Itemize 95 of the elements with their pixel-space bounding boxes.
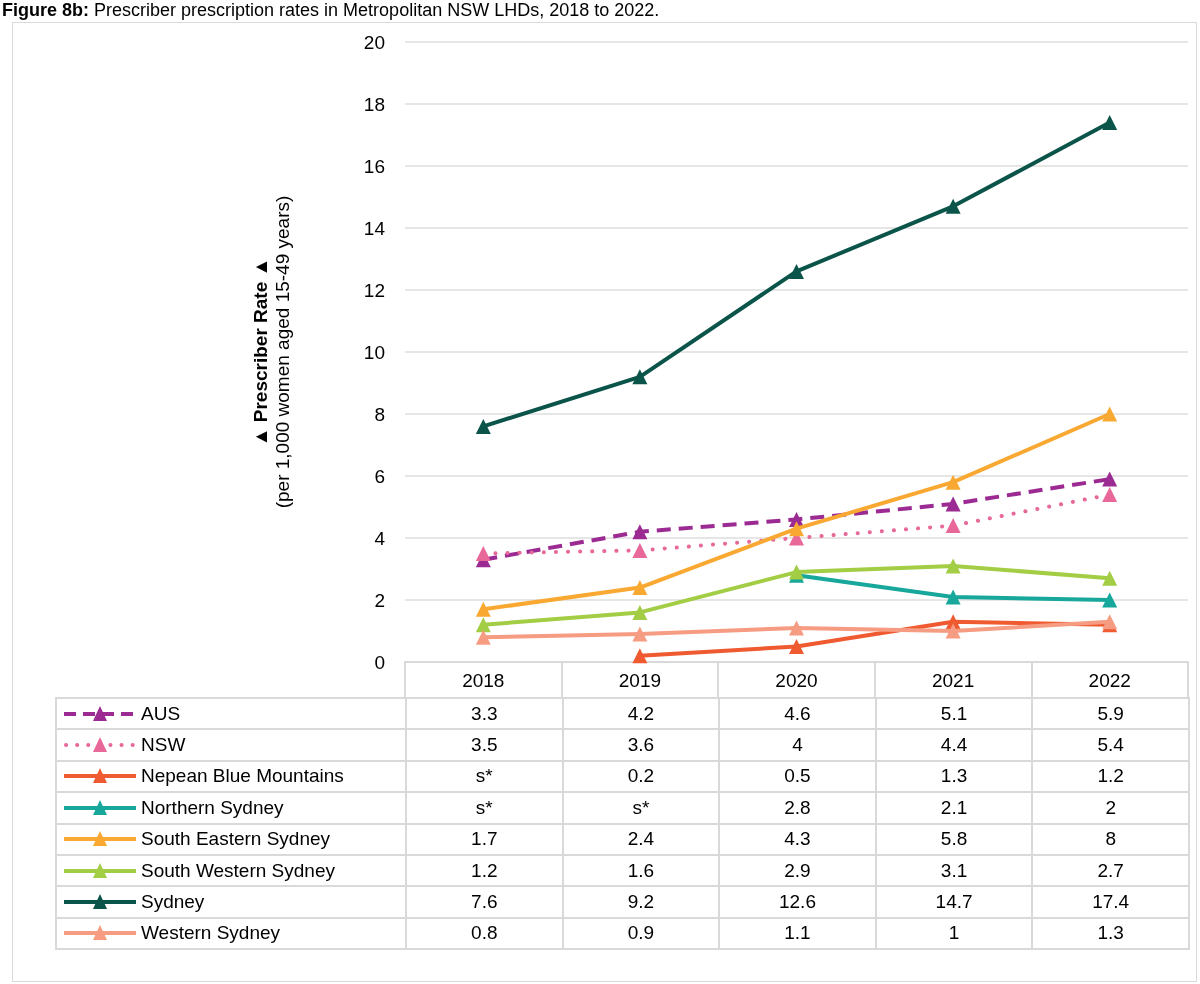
x-tick-label: 2018: [462, 670, 505, 691]
point: [789, 521, 804, 537]
data-label: 1: [875, 917, 1033, 950]
point: [945, 496, 961, 512]
point: [632, 580, 648, 596]
point: [632, 626, 648, 642]
data-label: 0.8: [406, 917, 563, 950]
data-label: 3.3: [406, 698, 563, 730]
point: [789, 639, 804, 654]
legend-label: Western Sydney: [141, 922, 281, 944]
x-tick-label: 2019: [618, 670, 662, 691]
point: [632, 604, 648, 620]
y-tick-label: 8: [374, 403, 385, 425]
data-label: 5.4: [1032, 729, 1189, 761]
data-label: 1.6: [562, 854, 720, 887]
y-tick-label: 18: [363, 93, 385, 115]
y-tick-label: 14: [363, 217, 386, 239]
data-label: 4.2: [562, 698, 720, 730]
data-label: 3.6: [562, 729, 720, 761]
data-label: 2.7: [1032, 854, 1189, 887]
legend-label: Nepean Blue Mountains: [141, 765, 344, 787]
point: [945, 589, 961, 605]
point: [475, 601, 491, 617]
data-label: 0.9: [562, 917, 720, 950]
point: [632, 542, 648, 558]
text: s*: [632, 796, 650, 818]
legend-label: AUS: [141, 702, 181, 724]
data-label: 4.3: [719, 823, 876, 855]
point: [945, 518, 961, 534]
legend-label: South Western Sydney: [141, 859, 335, 881]
point: [789, 620, 804, 636]
legend-label: Sydney: [141, 891, 205, 913]
y-tick-label: 10: [363, 341, 385, 363]
data-label: 1.2: [406, 854, 563, 887]
data-label: 1.3: [1032, 917, 1189, 950]
data-label: 1.1: [719, 917, 876, 950]
data-label: 5.1: [875, 698, 1033, 730]
x-tick-label: 2022: [1088, 670, 1131, 691]
point: [475, 418, 491, 434]
data-label: 0.2: [562, 760, 720, 793]
y-tick-label: 16: [363, 155, 385, 177]
point: [945, 623, 961, 639]
y-tick-label: 6: [374, 465, 385, 487]
data-label: 1.7: [406, 823, 563, 855]
point: [632, 369, 648, 385]
x-tick-label: 2020: [775, 670, 818, 691]
point: [1102, 592, 1118, 608]
point: [1102, 471, 1118, 487]
data-label: 0.5: [719, 760, 876, 793]
legend-label: Northern Sydney: [141, 796, 284, 818]
y-axis-title: ▲ Prescriber Rate ▲ (per 1,000 women aged 15-49 years): [249, 195, 293, 509]
data-label: 8: [1032, 823, 1189, 855]
point: [632, 648, 648, 664]
point: [945, 558, 961, 574]
data-label: 9.2: [562, 886, 720, 918]
y-tick-label: 4: [374, 527, 386, 549]
legend-label: NSW: [141, 734, 186, 756]
data-label: 17.4: [1032, 886, 1189, 918]
point: [1102, 115, 1118, 131]
data-label: 4.6: [719, 698, 876, 730]
data-label: 12.6: [719, 886, 876, 918]
point: [1102, 406, 1118, 422]
data-label: 2.8: [719, 792, 876, 824]
y-tick-label: 2: [374, 589, 385, 611]
y-tick-label: 20: [363, 31, 385, 53]
data-label: 5.8: [875, 823, 1033, 855]
data-label: 7.6: [406, 886, 563, 918]
point: [945, 474, 961, 490]
data-label: 3.1: [875, 854, 1033, 887]
point: [945, 198, 961, 214]
point: [789, 263, 804, 279]
text: s*: [475, 765, 493, 787]
legend-label: South Eastern Sydney: [141, 828, 331, 850]
point: [1102, 487, 1118, 503]
point: [475, 617, 491, 633]
data-label: 2: [1032, 792, 1189, 824]
data-label: 4.4: [875, 729, 1033, 761]
data-label: 3.5: [406, 729, 563, 761]
point: [1102, 570, 1118, 586]
data-label: 1.2: [1032, 760, 1189, 793]
chart-title: Figure 8b: Prescriber prescription rates in Metropolitan NSW LHDs, 2018 to 2022.: [2, 0, 660, 21]
data-label: 5.9: [1032, 698, 1189, 730]
data-label: 14.7: [875, 886, 1033, 918]
data-label: 2.9: [719, 854, 876, 887]
data-label: 2.4: [562, 823, 720, 855]
data-label: 4: [719, 729, 876, 761]
point: [632, 524, 648, 540]
point: [475, 546, 491, 561]
data-label: 1.3: [875, 760, 1033, 793]
text: s*: [475, 796, 493, 818]
point: [475, 629, 491, 645]
y-tick-label: 0: [374, 651, 385, 673]
x-tick-label: 2021: [931, 670, 975, 691]
y-tick-label: 12: [363, 279, 385, 301]
data-label: 2.1: [875, 792, 1033, 824]
